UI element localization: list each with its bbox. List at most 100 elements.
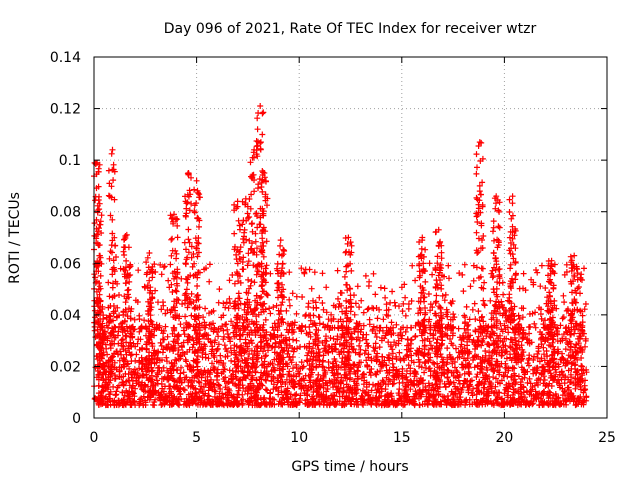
roti-point xyxy=(255,185,261,192)
roti-point xyxy=(509,200,516,207)
roti-point xyxy=(188,290,195,297)
roti-point xyxy=(266,305,273,312)
roti-point xyxy=(254,115,261,122)
roti-point xyxy=(259,235,266,242)
roti-point xyxy=(561,388,567,395)
roti-point xyxy=(377,284,384,291)
roti-point xyxy=(474,219,481,225)
roti-point xyxy=(136,316,143,323)
roti-point xyxy=(135,267,142,274)
x-axis-title: GPS time / hours xyxy=(291,459,408,475)
roti-point xyxy=(239,266,246,273)
roti-point xyxy=(478,265,485,272)
roti-point xyxy=(206,278,213,285)
roti-point xyxy=(267,389,274,396)
roti-point xyxy=(407,386,414,393)
x-tick-label: 15 xyxy=(393,430,411,446)
chart-title: Day 096 of 2021, Rate Of TEC Index for r… xyxy=(164,21,537,37)
roti-point xyxy=(427,342,434,349)
roti-point xyxy=(293,293,300,300)
roti-point xyxy=(358,392,365,399)
roti-point xyxy=(161,336,167,343)
roti-point xyxy=(304,387,311,393)
roti-point xyxy=(274,334,281,340)
roti-point xyxy=(107,345,114,352)
roti-point xyxy=(126,264,133,271)
roti-point xyxy=(226,277,233,284)
roti-point xyxy=(465,363,472,370)
roti-point xyxy=(424,351,431,358)
roti-point xyxy=(487,297,494,304)
roti-point xyxy=(389,360,396,367)
roti-point xyxy=(490,228,496,235)
roti-point xyxy=(236,377,243,384)
roti-point xyxy=(567,253,574,260)
roti-point xyxy=(383,374,390,381)
roti-point xyxy=(149,274,156,281)
roti-point xyxy=(473,229,480,236)
roti-point xyxy=(194,363,201,370)
roti-point xyxy=(323,284,330,291)
roti-point xyxy=(206,261,213,268)
roti-point xyxy=(444,345,451,352)
roti-point xyxy=(139,360,146,367)
roti-point xyxy=(185,226,192,233)
roti-point xyxy=(244,262,251,269)
roti-point xyxy=(376,344,383,351)
roti-point xyxy=(425,358,432,365)
roti-point xyxy=(351,311,358,318)
roti-point xyxy=(335,295,341,302)
roti-point xyxy=(470,385,477,392)
roti-point xyxy=(402,294,409,301)
roti-point xyxy=(372,340,379,347)
roti-point xyxy=(389,288,396,295)
roti-point xyxy=(358,326,365,333)
roti-point xyxy=(381,285,388,292)
roti-point xyxy=(112,392,119,399)
roti-point xyxy=(360,309,367,316)
roti-point xyxy=(581,265,587,272)
roti-point xyxy=(356,342,363,349)
roti-point xyxy=(343,268,350,275)
roti-point xyxy=(299,294,306,300)
roti-point xyxy=(560,331,567,338)
roti-point xyxy=(267,270,274,277)
roti-point xyxy=(561,299,568,306)
roti-point xyxy=(164,373,171,380)
roti-point xyxy=(383,362,390,369)
roti-point xyxy=(582,301,589,307)
roti-point xyxy=(367,369,374,376)
roti-point xyxy=(455,325,462,332)
roti-point xyxy=(548,257,555,264)
roti-point xyxy=(177,321,184,328)
roti-point xyxy=(174,234,181,241)
roti-point xyxy=(303,387,310,394)
roti-point xyxy=(202,305,209,312)
roti-point xyxy=(331,356,338,362)
roti-point xyxy=(499,395,505,402)
roti-point xyxy=(114,384,121,391)
roti-point xyxy=(164,358,170,365)
roti-point xyxy=(264,291,271,298)
roti-point xyxy=(412,277,419,284)
roti-point xyxy=(290,365,296,372)
roti-point xyxy=(442,383,449,390)
roti-point xyxy=(217,352,224,359)
roti-point xyxy=(450,369,457,376)
roti-point xyxy=(305,312,312,319)
roti-point xyxy=(418,245,425,252)
roti-point xyxy=(286,296,293,303)
roti-point xyxy=(518,391,525,397)
roti-point xyxy=(183,358,190,365)
x-tick-label: 5 xyxy=(192,430,201,446)
roti-point xyxy=(286,342,293,349)
roti-point xyxy=(477,191,484,198)
y-tick-label: 0.12 xyxy=(50,102,81,118)
roti-point xyxy=(538,262,545,269)
roti-point xyxy=(303,311,309,318)
roti-point xyxy=(500,291,507,298)
roti-point xyxy=(267,310,274,317)
roti-point xyxy=(433,292,440,299)
roti-point xyxy=(137,336,144,343)
roti-point xyxy=(341,273,348,280)
